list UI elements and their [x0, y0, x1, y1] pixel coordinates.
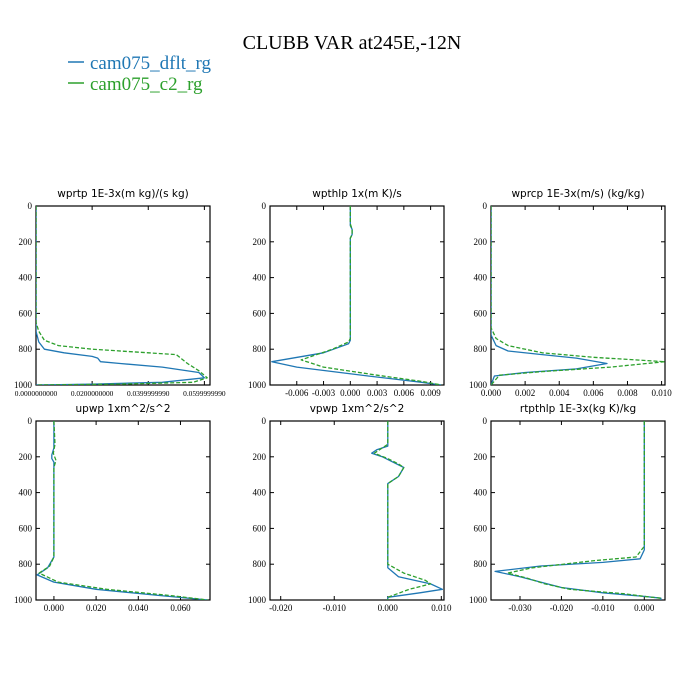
y-tick-label: 800 — [19, 344, 33, 354]
x-tick-label: 0.010 — [651, 388, 672, 398]
y-tick-label: 600 — [253, 523, 267, 533]
panel-1: wprtp 1E-3x(m kg)/(s kg) 0 200 400 600 800 100… — [14, 188, 226, 398]
series-line-dflt — [36, 421, 208, 600]
x-tick-label: 0.006 — [394, 388, 415, 398]
x-tick-label: 0.0200000000 — [71, 389, 114, 398]
series-line-dflt — [271, 206, 442, 385]
plot-frame — [490, 420, 666, 601]
y-tick-label: 0 — [483, 416, 488, 426]
x-tick-label: 0.009 — [420, 388, 441, 398]
y-tick-label: 600 — [253, 308, 267, 318]
x-tick-label: 0.002 — [515, 388, 535, 398]
y-tick-label: 1000 — [248, 380, 267, 390]
x-tick-label: -0.020 — [269, 603, 293, 613]
series-line-dflt — [494, 421, 662, 600]
y-tick-label: 400 — [474, 273, 488, 283]
panels: wprtp 1E-3x(m kg)/(s kg) 0 200 400 600 800 100… — [14, 188, 672, 613]
y-tick-label: 600 — [474, 523, 488, 533]
y-tick-label: 1000 — [14, 380, 33, 390]
y-tick-label: 1000 — [14, 595, 33, 605]
x-tick-label: -0.020 — [550, 603, 574, 613]
series-line-c2 — [491, 206, 665, 385]
x-tick-label: 0.000 — [634, 603, 655, 613]
x-tick-label: 0.010 — [431, 603, 452, 613]
x-tick-label: 0.0000000000 — [15, 389, 58, 398]
panel-3: wprcp 1E-3x(m/s) (kg/kg) 0 200 400 600 800 100… — [469, 188, 672, 398]
series-line-c2 — [300, 206, 442, 385]
x-tick-label: -0.003 — [312, 388, 336, 398]
x-tick-label: 0.060 — [170, 603, 191, 613]
panel-title: upwp 1xm^2/s^2 — [76, 403, 171, 415]
plot-frame — [35, 420, 211, 601]
series-line-c2 — [373, 421, 432, 600]
panel-5: vpwp 1xm^2/s^2 0 200 400 600 800 1000-0.020 -0.… — [248, 403, 452, 613]
y-tick-label: 800 — [474, 344, 488, 354]
y-tick-label: 0 — [28, 201, 33, 211]
plot-frame — [269, 205, 445, 386]
panel-4: upwp 1xm^2/s^2 0 200 400 600 800 1000 0.000 0.02… — [14, 403, 211, 613]
y-tick-label: 0 — [28, 416, 33, 426]
y-tick-label: 200 — [253, 237, 267, 247]
x-tick-label: 0.006 — [583, 388, 604, 398]
series-line-dflt — [36, 206, 206, 385]
y-tick-label: 200 — [19, 452, 33, 462]
y-tick-label: 400 — [253, 488, 267, 498]
y-tick-label: 800 — [19, 559, 33, 569]
x-tick-label: -0.030 — [508, 603, 532, 613]
y-tick-label: 200 — [253, 452, 267, 462]
legend: cam075_dflt_rg cam075_c2_rg — [68, 53, 212, 95]
y-tick-label: 400 — [474, 488, 488, 498]
y-tick-label: 800 — [253, 559, 267, 569]
y-tick-label: 800 — [253, 344, 267, 354]
y-tick-label: 200 — [474, 237, 488, 247]
panel-title: rtpthlp 1E-3x(kg K)/kg — [520, 403, 636, 415]
series-line-dflt — [371, 421, 444, 600]
panel-title: wprcp 1E-3x(m/s) (kg/kg) — [511, 188, 644, 200]
y-tick-label: 800 — [474, 559, 488, 569]
plot-frame — [35, 205, 211, 386]
y-tick-label: 200 — [19, 237, 33, 247]
series-line-c2 — [506, 421, 662, 600]
plot-frame — [269, 420, 445, 601]
y-tick-label: 400 — [19, 488, 33, 498]
x-tick-label: 0.000 — [481, 388, 502, 398]
x-tick-label: 0.000 — [44, 603, 65, 613]
y-tick-label: 0 — [483, 201, 488, 211]
y-tick-label: 400 — [253, 273, 267, 283]
y-tick-label: 1000 — [469, 595, 488, 605]
x-tick-label: 0.008 — [617, 388, 638, 398]
x-tick-label: -0.010 — [323, 603, 347, 613]
x-tick-label: -0.006 — [285, 388, 309, 398]
panel-6: rtpthlp 1E-3x(kg K)/kg 0 200 400 600 800 1000 -… — [469, 403, 666, 613]
series-line-c2 — [36, 206, 208, 385]
y-tick-label: 200 — [474, 452, 488, 462]
panel-2: wpthlp 1x(m K)/s 0 200 400 600 800 1000 -0.006-… — [248, 188, 445, 398]
y-tick-label: 0 — [262, 201, 267, 211]
y-tick-label: 0 — [262, 416, 267, 426]
y-tick-label: 600 — [19, 523, 33, 533]
x-tick-label: 0.000 — [378, 603, 399, 613]
x-tick-label: 0.020 — [86, 603, 107, 613]
y-tick-label: 1000 — [469, 380, 488, 390]
series-line-c2 — [38, 421, 208, 600]
y-tick-label: 600 — [19, 308, 33, 318]
x-tick-label: 0.0599999990 — [183, 389, 226, 398]
x-tick-label: -0.010 — [591, 603, 615, 613]
x-tick-label: 0.0399999990 — [127, 389, 170, 398]
x-tick-label: 0.004 — [549, 388, 570, 398]
legend-label-c2: cam075_c2_rg — [90, 74, 203, 95]
x-tick-label: 0.040 — [128, 603, 149, 613]
legend-label-dflt: cam075_dflt_rg — [90, 53, 212, 74]
y-tick-label: 600 — [474, 308, 488, 318]
series-line-dflt — [491, 206, 608, 385]
y-tick-label: 400 — [19, 273, 33, 283]
panel-title: wprtp 1E-3x(m kg)/(s kg) — [57, 188, 188, 200]
x-tick-label: 0.003 — [367, 388, 388, 398]
x-tick-label: 0.000 — [340, 388, 361, 398]
y-tick-label: 1000 — [248, 595, 267, 605]
panel-title: wpthlp 1x(m K)/s — [312, 188, 402, 200]
figure-title: CLUBB VAR at245E,-12N — [243, 32, 462, 54]
panel-title: vpwp 1xm^2/s^2 — [310, 403, 405, 415]
